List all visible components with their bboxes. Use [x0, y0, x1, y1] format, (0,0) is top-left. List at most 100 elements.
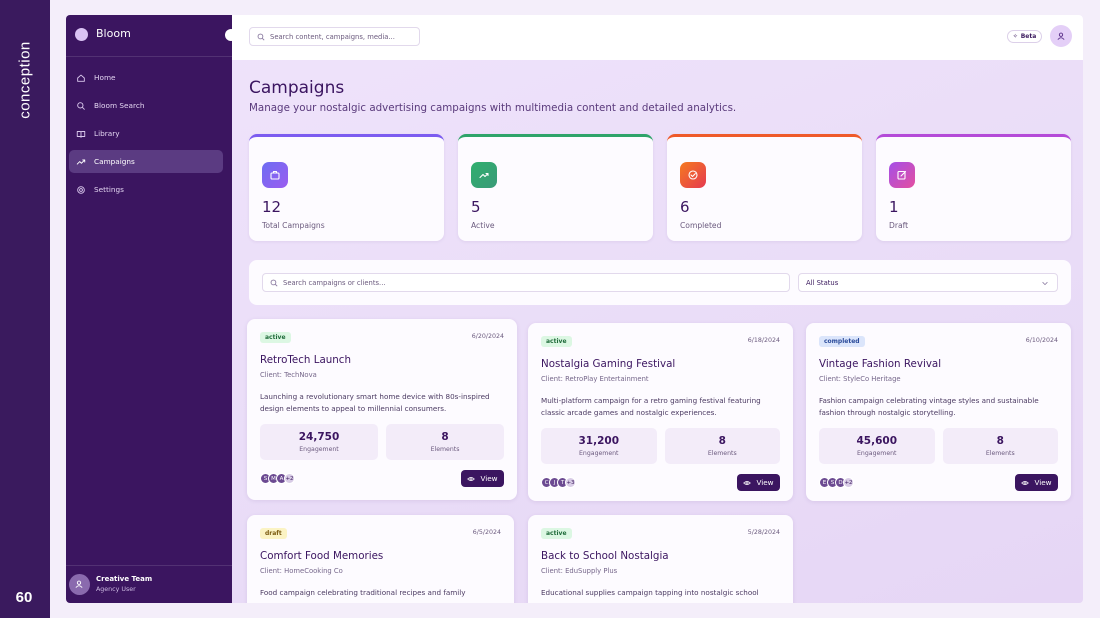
main-area: Search content, campaigns, media... ✧ Bet… — [232, 15, 1083, 603]
nav-item[interactable]: Settings — [69, 178, 223, 201]
icon-shape — [77, 101, 84, 108]
beta-badge[interactable]: ✧ Beta — [1007, 30, 1042, 43]
icon — [743, 480, 752, 485]
metric-box: 31,200 Engagement — [541, 428, 657, 464]
sidebar: Bloom Creative Team Agency User Home Bloo… — [66, 15, 232, 603]
status-badge: completed — [819, 336, 865, 347]
status-badge: draft — [260, 528, 287, 539]
icon — [897, 170, 907, 180]
logo-row: Bloom — [66, 15, 232, 57]
campaign-description: Launching a revolutionary smart home dev… — [260, 392, 490, 413]
search-input[interactable]: Search content, campaigns, media... — [249, 27, 420, 46]
nav-item[interactable]: Bloom Search — [69, 94, 223, 117]
view-button[interactable]: View — [737, 474, 780, 491]
status-select[interactable]: All Status — [798, 273, 1058, 292]
more-avatars: +2 — [284, 473, 295, 484]
metric-value: 8 — [441, 431, 449, 443]
icon-shape — [81, 106, 85, 110]
icon-shape — [79, 187, 83, 192]
metric-box: 8 Elements — [942, 428, 1058, 464]
icon — [688, 170, 698, 180]
metric-value: 31,200 — [578, 435, 620, 447]
view-button[interactable]: View — [461, 470, 504, 487]
metric-box: 24,750 Engagement — [260, 424, 378, 460]
icon-shape — [1057, 37, 1065, 40]
campaign-card: active 6/20/2024 RetroTech Launch Client: T… — [247, 319, 517, 500]
metric-box: 8 Elements — [664, 428, 780, 464]
campaign-client: Client: EduSupply Plus — [541, 567, 618, 575]
nav-label: Home — [94, 73, 116, 82]
view-button[interactable]: View — [1015, 474, 1058, 491]
icon — [77, 74, 85, 82]
stat-icon — [680, 162, 706, 188]
icon-shape — [76, 130, 86, 138]
icon-shape — [257, 33, 264, 39]
metric-label: Engagement — [579, 450, 619, 457]
status-badge: active — [260, 332, 291, 343]
view-label: View — [756, 478, 774, 487]
campaign-title: RetroTech Launch — [260, 354, 351, 366]
icon-shape — [75, 585, 83, 588]
stat-value: 12 — [262, 198, 282, 216]
icon-shape — [1024, 481, 1027, 484]
more-avatars: +2 — [843, 477, 854, 488]
page-number: 60 — [15, 589, 33, 606]
stat-card: 5 Active — [458, 134, 653, 241]
campaign-date: 6/10/2024 — [1025, 337, 1058, 344]
campaign-client: Client: TechNova — [260, 371, 317, 379]
campaign-title: Vintage Fashion Revival — [819, 358, 942, 370]
user-name: Creative Team — [96, 575, 153, 583]
stat-value: 5 — [471, 198, 481, 216]
app-window: Bloom Creative Team Agency User Home Bloo… — [66, 15, 1083, 603]
metric-value: 45,600 — [856, 435, 898, 447]
icon-shape — [274, 283, 278, 287]
stat-value: 1 — [889, 198, 899, 216]
more-avatars: +3 — [565, 477, 576, 488]
campaign-date: 6/18/2024 — [747, 337, 780, 344]
user-avatar — [69, 574, 90, 595]
side-label: conception — [16, 41, 34, 119]
icon-shape — [76, 580, 82, 585]
topbar: Search content, campaigns, media... ✧ Bet… — [232, 15, 1083, 60]
user-row[interactable]: Creative Team Agency User — [66, 565, 232, 603]
stat-label: Completed — [680, 221, 722, 230]
view-label: View — [480, 474, 498, 483]
stat-icon — [262, 162, 288, 188]
campaign-client: Client: HomeCooking Co — [260, 567, 343, 575]
search-icon — [257, 33, 265, 41]
metric-value: 24,750 — [298, 431, 340, 443]
nav-item[interactable]: Campaigns — [69, 150, 223, 173]
page-title: Campaigns — [249, 78, 345, 98]
icon-shape — [467, 476, 476, 481]
stat-label: Total Campaigns — [262, 221, 325, 230]
avatar-stack: C J T +3 — [541, 477, 576, 488]
campaign-description: Fashion campaign celebrating vintage sty… — [819, 396, 1039, 417]
side-strip: conception 60 — [0, 0, 50, 618]
avatar-stack: E S D +2 — [819, 477, 854, 488]
campaign-search[interactable]: Search campaigns or clients... — [262, 273, 790, 292]
stat-label: Draft — [889, 221, 909, 230]
sparkle: ✧ — [1012, 33, 1018, 40]
icon-shape — [270, 279, 277, 285]
icon-shape — [76, 158, 86, 165]
metric-value: 8 — [718, 435, 726, 447]
icon-shape — [261, 37, 265, 41]
metric-box: 8 Elements — [386, 424, 504, 460]
nav-item[interactable]: Library — [69, 122, 223, 145]
icon-shape — [270, 172, 280, 180]
campaign-card: active 6/18/2024 Nostalgia Gaming Festival… — [528, 323, 793, 501]
stat-card: 6 Completed — [667, 134, 862, 241]
metric-label: Elements — [430, 446, 460, 453]
logo-icon — [75, 28, 88, 41]
nav-label: Settings — [94, 185, 124, 194]
campaign-description: Multi-platform campaign for a retro gami… — [541, 396, 761, 417]
nav-item[interactable]: Home — [69, 66, 223, 89]
account-avatar[interactable] — [1050, 25, 1072, 47]
icon — [76, 130, 86, 138]
icon-shape — [77, 74, 85, 82]
campaign-date: 6/20/2024 — [471, 333, 504, 340]
metric-label: Engagement — [299, 446, 339, 453]
icon — [1021, 480, 1030, 485]
campaign-title: Comfort Food Memories — [260, 550, 384, 562]
